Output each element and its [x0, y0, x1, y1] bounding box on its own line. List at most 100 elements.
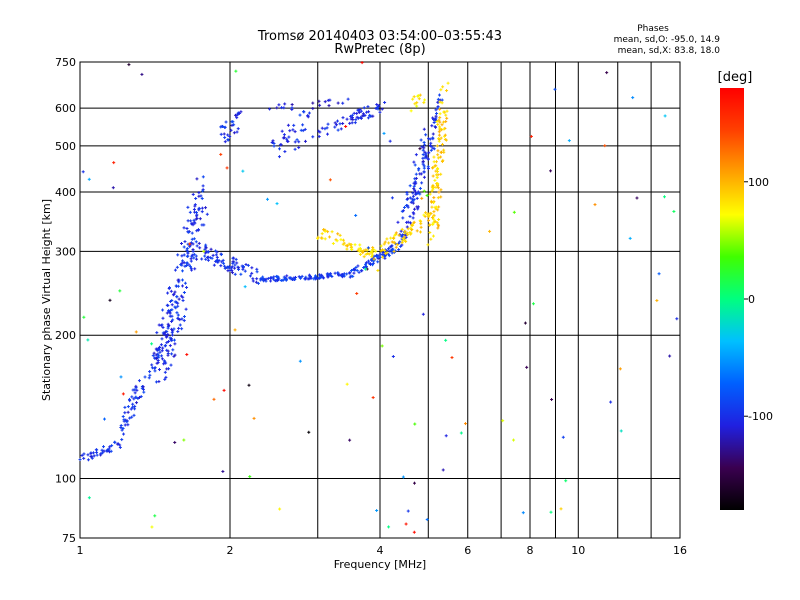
scatter-point — [436, 111, 438, 115]
scatter-point — [230, 266, 232, 270]
scatter-point — [346, 244, 348, 248]
scatter-point — [178, 280, 180, 284]
scatter-point — [384, 254, 386, 258]
scatter-point — [316, 276, 318, 280]
scatter-point — [129, 416, 131, 420]
scatter-point — [357, 108, 359, 112]
scatter-point — [233, 131, 235, 135]
scatter-point — [129, 399, 131, 403]
scatter-point — [329, 235, 331, 239]
scatter-point — [199, 246, 201, 250]
scatter-point — [347, 97, 349, 101]
scatter-point — [132, 405, 134, 409]
scatter-point — [421, 145, 423, 149]
scatter-point — [435, 164, 437, 168]
scatter-point — [407, 204, 409, 208]
scatter-point — [362, 112, 364, 116]
scatter-point — [423, 146, 425, 150]
scatter-point — [319, 103, 321, 107]
scatter-point — [165, 361, 167, 365]
scatter-point — [424, 98, 426, 102]
scatter-point — [386, 249, 388, 253]
scatter-point — [354, 121, 356, 125]
scatter-point — [438, 136, 440, 140]
scatter-point — [433, 201, 435, 205]
scatter-point — [195, 211, 197, 215]
scatter-point — [173, 354, 175, 358]
scatter-point — [138, 395, 140, 399]
scatter-point — [251, 271, 253, 275]
scatter-point — [155, 353, 157, 357]
scatter-point — [361, 61, 363, 65]
scatter-point — [420, 230, 422, 234]
scatter-point — [438, 138, 440, 142]
scatter-point — [242, 265, 244, 269]
scatter-point — [179, 318, 181, 322]
scatter-point — [273, 275, 275, 279]
scatter-point — [432, 146, 434, 150]
scatter-point — [108, 450, 110, 454]
scatter-point — [121, 428, 123, 432]
scatter-point — [212, 253, 214, 257]
scatter-point — [92, 451, 94, 455]
scatter-point — [403, 205, 405, 209]
scatter-point — [407, 233, 409, 237]
scatter-point — [334, 271, 336, 275]
scatter-point — [291, 106, 293, 110]
scatter-point — [442, 468, 444, 472]
scatter-point — [187, 242, 189, 246]
scatter-point — [218, 259, 220, 263]
scatter-point — [435, 173, 437, 177]
scatter-point — [406, 192, 408, 196]
scatter-point — [441, 128, 443, 132]
scatter-point — [249, 475, 251, 479]
scatter-point — [373, 254, 375, 258]
scatter-point — [235, 257, 237, 261]
scatter-point — [324, 127, 326, 131]
scatter-point — [201, 257, 203, 261]
scatter-point — [413, 220, 415, 224]
scatter-point — [372, 248, 374, 252]
scatter-point — [216, 258, 218, 262]
scatter-point — [432, 136, 434, 140]
scatter-point — [96, 453, 98, 457]
scatter-point — [195, 217, 197, 221]
scatter-point — [287, 139, 289, 143]
scatter-point — [266, 197, 268, 201]
scatter-point — [190, 257, 192, 261]
scatter-point — [359, 107, 361, 111]
scatter-point — [359, 243, 361, 247]
scatter-point — [414, 177, 416, 181]
scatter-point — [186, 264, 188, 268]
scatter-point — [432, 222, 434, 226]
scatter-point — [235, 113, 237, 117]
scatter-point — [90, 452, 92, 456]
scatter-point — [385, 251, 387, 255]
scatter-point — [427, 157, 429, 161]
scatter-point — [414, 422, 416, 426]
scatter-point — [413, 212, 415, 216]
scatter-point — [372, 250, 374, 254]
scatter-point — [443, 148, 445, 152]
scatter-point — [384, 100, 386, 104]
scatter-point — [152, 354, 154, 358]
scatter-point — [240, 110, 242, 114]
scatter-point — [423, 127, 425, 131]
scatter-point — [135, 395, 137, 399]
scatter-point — [171, 303, 173, 307]
scatter-point — [159, 350, 161, 354]
scatter-point — [423, 213, 425, 217]
scatter-point — [327, 122, 329, 126]
scatter-point — [284, 150, 286, 154]
scatter-point — [124, 423, 126, 427]
scatter-point — [437, 170, 439, 174]
scatter-points — [78, 61, 679, 534]
scatter-point — [443, 134, 445, 138]
scatter-point — [434, 117, 436, 121]
scatter-point — [398, 248, 400, 252]
scatter-point — [318, 135, 320, 139]
x-axis-ticks: 1 2 4 6 8 10 16 — [77, 544, 688, 557]
scatter-point — [324, 237, 326, 241]
scatter-point — [195, 197, 197, 201]
scatter-point — [524, 321, 526, 325]
